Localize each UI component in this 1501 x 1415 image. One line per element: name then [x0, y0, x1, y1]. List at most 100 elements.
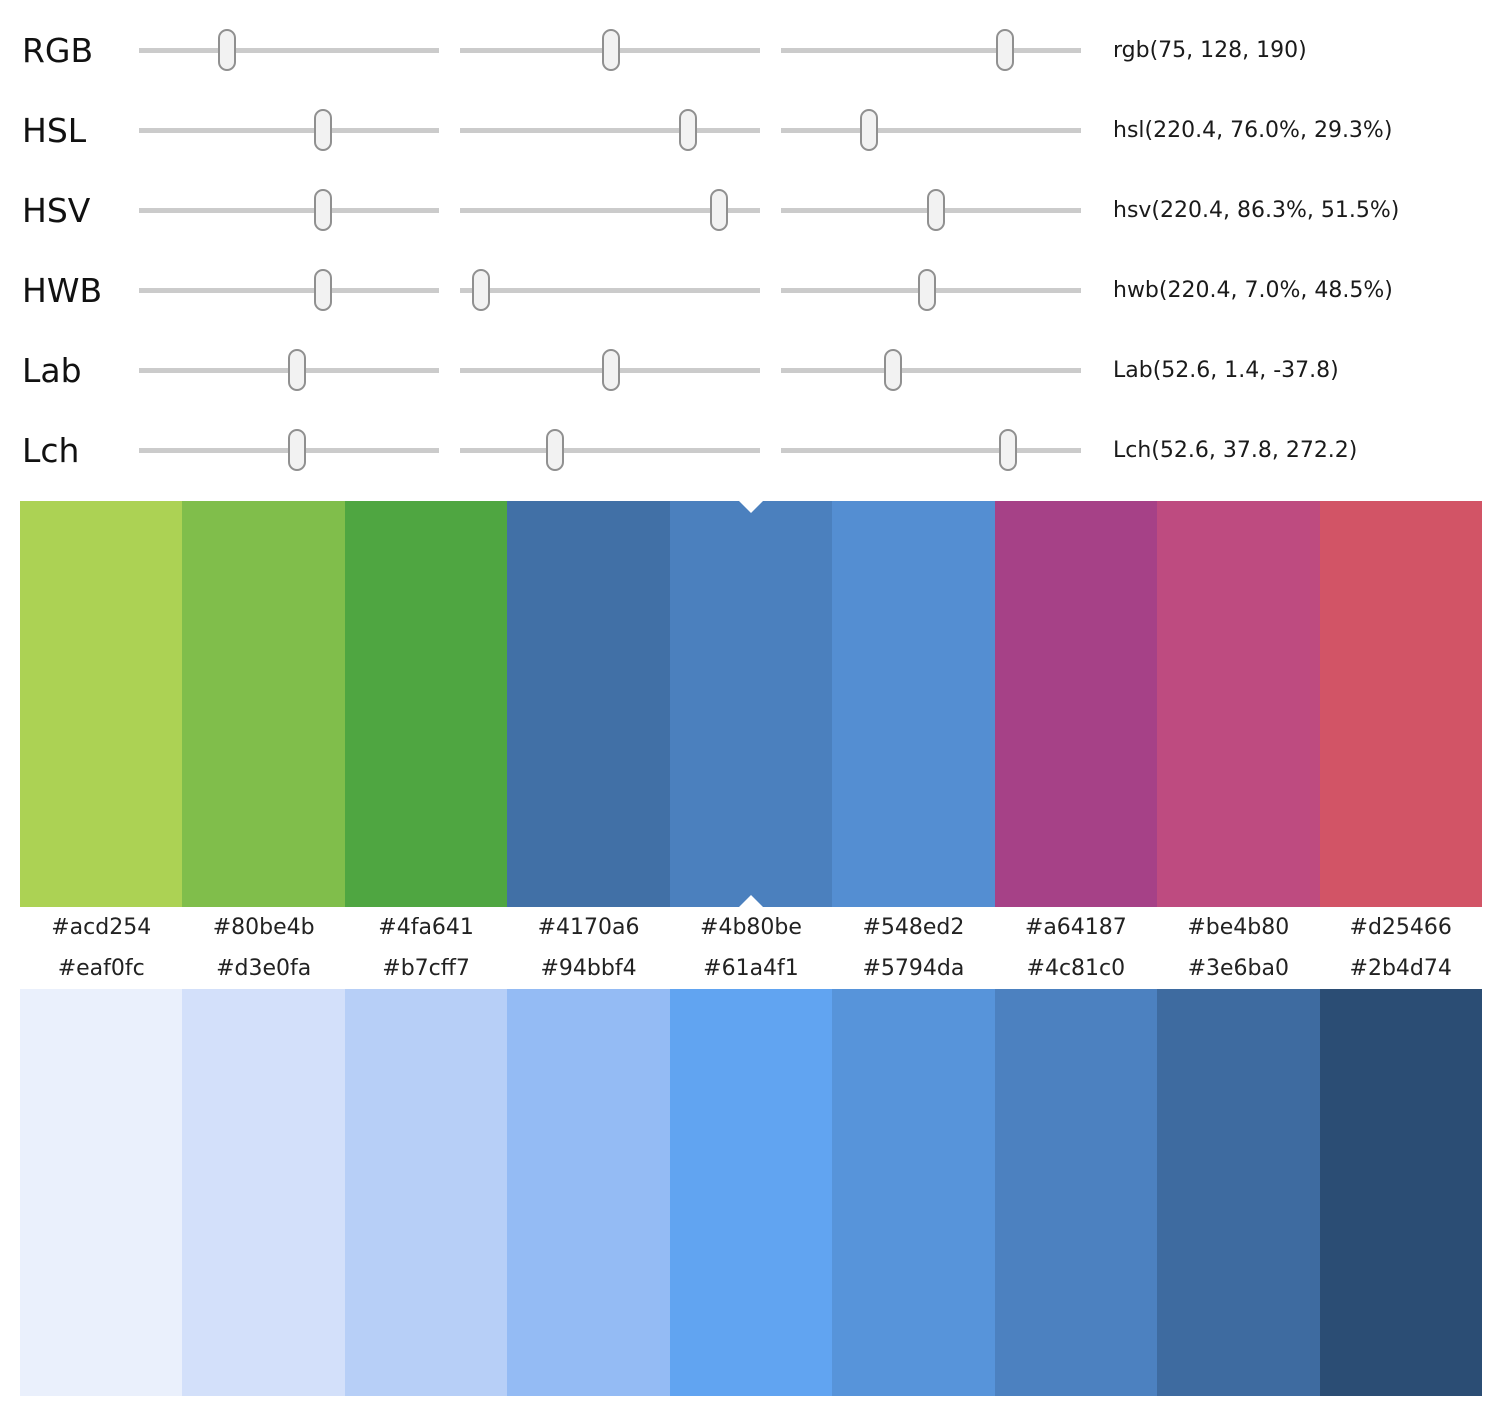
slider-track[interactable] [460, 287, 760, 293]
slider-thumb[interactable] [602, 349, 621, 391]
slider-thumb[interactable] [926, 189, 945, 231]
hsv-value-slider[interactable] [781, 186, 1081, 234]
hwb-blackness-slider[interactable] [781, 266, 1081, 314]
slider-row-rgb: RGB rgb(75, 128, 190) [0, 10, 1501, 90]
slider-track[interactable] [460, 207, 760, 213]
lch-value-text: Lch(52.6, 37.8, 272.2) [1113, 437, 1358, 463]
slider-thumb[interactable] [287, 429, 306, 471]
slider-thumb[interactable] [709, 189, 728, 231]
slider-track[interactable] [460, 127, 760, 133]
palette-bottom-swatch-7[interactable] [1157, 989, 1320, 1396]
hex-label: #61a4f1 [703, 956, 799, 981]
lab-lightness-slider[interactable] [139, 346, 439, 394]
lch-hue-slider[interactable] [781, 426, 1081, 474]
palette-bottom-swatch-8[interactable] [1319, 989, 1482, 1396]
hex-label: #a64187 [1024, 915, 1127, 940]
slider-thumb[interactable] [601, 29, 620, 71]
palette-top-swatch-4[interactable] [669, 501, 833, 907]
color-model-sliders-panel: RGB rgb(75, 128, 190) HSL hsl(220.4, [0, 0, 1501, 490]
hsl-lightness-slider[interactable] [781, 106, 1081, 154]
hex-label: #4b80be [700, 915, 802, 940]
slider-thumb[interactable] [884, 349, 903, 391]
slider-thumb[interactable] [679, 109, 697, 151]
hex-label: #eaf0fc [57, 956, 145, 981]
slider-thumb[interactable] [313, 269, 332, 311]
slider-thumb[interactable] [917, 269, 936, 311]
hex-label: #80be4b [212, 915, 315, 940]
slider-track[interactable] [139, 127, 439, 133]
hsv-hue-slider[interactable] [139, 186, 439, 234]
slider-track[interactable] [781, 127, 1081, 133]
hex-label: #94bbf4 [540, 956, 637, 981]
hwb-hue-slider[interactable] [139, 266, 439, 314]
slider-track[interactable] [139, 287, 439, 293]
palette-bottom-hex-labels: #eaf0fc #d3e0fa #b7cff7 #94bbf4 #61a4f1 … [20, 948, 1482, 989]
slider-track[interactable] [781, 47, 1081, 53]
lab-b-slider[interactable] [781, 346, 1081, 394]
slider-row-lch: Lch Lch(52.6, 37.8, 272.2) [0, 410, 1501, 490]
hex-label: #4fa641 [378, 915, 474, 940]
slider-thumb[interactable] [998, 429, 1017, 471]
hex-label: #4c81c0 [1026, 956, 1126, 981]
selected-swatch-notch-bottom-icon [739, 895, 763, 907]
slider-thumb[interactable] [545, 429, 564, 471]
palette-top-swatch-1[interactable] [182, 501, 345, 907]
palette-bottom-swatch-6[interactable] [994, 989, 1158, 1396]
hsl-value-text: hsl(220.4, 76.0%, 29.3%) [1113, 117, 1393, 143]
lab-value-text: Lab(52.6, 1.4, -37.8) [1113, 357, 1339, 383]
slider-thumb[interactable] [218, 29, 237, 71]
slider-thumb[interactable] [313, 189, 332, 231]
hex-label: #b7cff7 [382, 956, 470, 981]
hwb-whiteness-slider[interactable] [460, 266, 760, 314]
slider-thumb[interactable] [859, 109, 878, 151]
lch-chroma-slider[interactable] [460, 426, 760, 474]
hsv-saturation-slider[interactable] [460, 186, 760, 234]
lch-lightness-slider[interactable] [139, 426, 439, 474]
palette-bottom-swatch-5[interactable] [832, 989, 995, 1396]
slider-row-hsv: HSV hsv(220.4, 86.3%, 51.5%) [0, 170, 1501, 250]
palette-top-swatch-2[interactable] [344, 501, 508, 907]
hex-label: #d25466 [1349, 915, 1452, 940]
rgb-green-slider[interactable] [460, 26, 760, 74]
palette-top-swatch-3[interactable] [507, 501, 670, 907]
hex-label: #5794da [862, 956, 965, 981]
hsl-saturation-slider[interactable] [460, 106, 760, 154]
slider-track[interactable] [781, 367, 1081, 373]
hwb-row-label: HWB [22, 270, 103, 310]
rgb-blue-slider[interactable] [781, 26, 1081, 74]
selected-swatch-notch-top-icon [739, 501, 763, 513]
palette-bottom-strip [20, 989, 1482, 1396]
palette-bottom-swatch-2[interactable] [344, 989, 508, 1396]
slider-track[interactable] [139, 207, 439, 213]
palette-top-swatch-7[interactable] [1157, 501, 1320, 907]
hsl-row-label: HSL [22, 110, 87, 150]
rgb-row-label: RGB [22, 30, 94, 70]
palette-top-swatch-0[interactable] [20, 501, 183, 907]
hex-label: #548ed2 [862, 915, 965, 940]
hex-label: #4170a6 [537, 915, 640, 940]
palette-top-swatch-5[interactable] [832, 501, 995, 907]
palette-bottom-swatch-3[interactable] [507, 989, 670, 1396]
slider-thumb[interactable] [313, 109, 332, 151]
slider-track[interactable] [781, 447, 1081, 453]
slider-thumb[interactable] [287, 349, 306, 391]
palette-top-swatch-6[interactable] [994, 501, 1158, 907]
slider-track[interactable] [139, 47, 439, 53]
hwb-value-text: hwb(220.4, 7.0%, 48.5%) [1113, 277, 1393, 303]
rgb-red-slider[interactable] [139, 26, 439, 74]
palette-top-swatch-8[interactable] [1319, 501, 1482, 907]
lab-a-slider[interactable] [460, 346, 760, 394]
slider-row-hsl: HSL hsl(220.4, 76.0%, 29.3%) [0, 90, 1501, 170]
slider-thumb[interactable] [995, 29, 1014, 71]
hex-label: #be4b80 [1187, 915, 1290, 940]
rgb-value-text: rgb(75, 128, 190) [1113, 37, 1307, 63]
hsl-hue-slider[interactable] [139, 106, 439, 154]
lab-row-label: Lab [22, 350, 82, 390]
slider-thumb[interactable] [472, 269, 490, 311]
palette-bottom-swatch-4[interactable] [669, 989, 833, 1396]
palette-bottom-swatch-0[interactable] [20, 989, 183, 1396]
slider-row-lab: Lab Lab(52.6, 1.4, -37.8) [0, 330, 1501, 410]
hex-label: #d3e0fa [216, 956, 312, 981]
slider-track[interactable] [460, 447, 760, 453]
palette-bottom-swatch-1[interactable] [182, 989, 345, 1396]
